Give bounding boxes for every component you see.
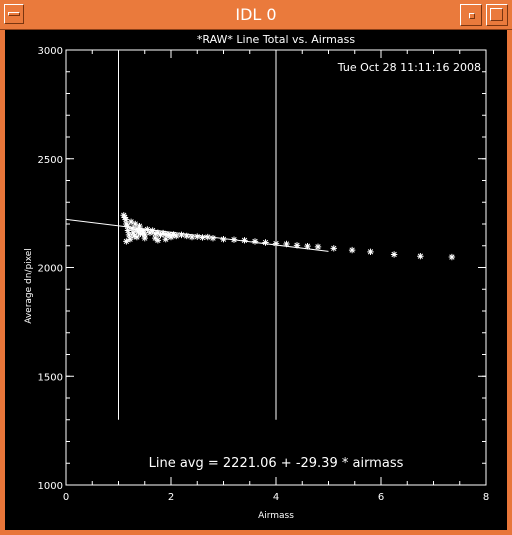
data-point bbox=[154, 229, 162, 236]
data-point bbox=[131, 232, 138, 240]
data-point bbox=[251, 238, 259, 245]
data-point bbox=[144, 226, 151, 233]
x-tick-label: 4 bbox=[273, 492, 279, 503]
data-point bbox=[367, 248, 374, 256]
y-tick-label: 1000 bbox=[38, 481, 63, 492]
data-point bbox=[120, 212, 127, 219]
data-point bbox=[130, 229, 137, 236]
data-point bbox=[149, 227, 156, 234]
y-tick-label: 1500 bbox=[38, 372, 63, 383]
data-point bbox=[178, 231, 185, 239]
data-point bbox=[123, 220, 130, 228]
y-axis-label: Average dn/pixel bbox=[24, 248, 34, 324]
data-point bbox=[188, 233, 196, 241]
data-point bbox=[126, 236, 134, 243]
airmass-chart: *RAW* Line Total vs. Airmass Tue Oct 28 … bbox=[24, 33, 489, 521]
data-point bbox=[262, 239, 269, 246]
data-point bbox=[122, 216, 130, 223]
data-point bbox=[159, 229, 167, 237]
data-point bbox=[162, 236, 169, 243]
data-point bbox=[209, 234, 217, 242]
data-point bbox=[127, 218, 135, 226]
data-point bbox=[137, 230, 144, 237]
data-point bbox=[157, 231, 164, 239]
window-title: IDL 0 bbox=[235, 5, 277, 24]
data-point bbox=[154, 237, 162, 244]
data-point bbox=[121, 214, 128, 221]
data-point bbox=[448, 253, 456, 261]
window-menu-icon[interactable] bbox=[4, 4, 24, 24]
data-point bbox=[194, 233, 201, 240]
data-point bbox=[183, 232, 190, 240]
data-point bbox=[204, 233, 211, 241]
x-tick-label: 0 bbox=[63, 492, 69, 503]
data-point bbox=[170, 231, 177, 238]
x-tick-label: 6 bbox=[378, 492, 384, 503]
data-point bbox=[199, 234, 206, 241]
title-bar[interactable]: IDL 0 bbox=[0, 0, 512, 30]
data-point bbox=[314, 243, 322, 251]
data-point bbox=[132, 220, 139, 228]
data-point bbox=[146, 229, 154, 236]
data-point bbox=[293, 242, 301, 249]
data-point bbox=[390, 251, 398, 258]
data-point bbox=[140, 229, 147, 236]
data-point bbox=[136, 222, 143, 230]
data-point bbox=[330, 245, 337, 252]
data-point bbox=[348, 246, 356, 254]
maximize-icon[interactable] bbox=[486, 4, 508, 26]
y-tick-label: 2000 bbox=[38, 264, 63, 275]
chart-timestamp: Tue Oct 28 11:11:16 2008 bbox=[337, 61, 481, 74]
data-point bbox=[124, 227, 132, 234]
data-point bbox=[152, 234, 159, 242]
data-point bbox=[141, 234, 148, 242]
fit-annotation: Line avg = 2221.06 + -29.39 * airmass bbox=[149, 456, 404, 471]
data-point bbox=[417, 252, 424, 260]
data-point bbox=[272, 240, 280, 247]
data-point bbox=[123, 238, 130, 245]
data-point bbox=[152, 230, 159, 237]
plot-canvas: *RAW* Line Total vs. Airmass Tue Oct 28 … bbox=[5, 30, 507, 530]
data-point bbox=[124, 222, 131, 230]
data-point bbox=[173, 232, 180, 240]
data-point bbox=[241, 237, 248, 244]
y-tick-label: 2500 bbox=[38, 155, 63, 166]
minimize-icon[interactable] bbox=[460, 4, 482, 26]
x-axis-label: Airmass bbox=[258, 511, 294, 521]
x-tick-label: 2 bbox=[168, 492, 174, 503]
data-point bbox=[283, 240, 290, 248]
data-point bbox=[220, 236, 227, 243]
x-tick-label: 8 bbox=[483, 492, 489, 503]
y-tick-label: 3000 bbox=[38, 46, 63, 57]
data-point bbox=[128, 225, 136, 232]
chart-title: *RAW* Line Total vs. Airmass bbox=[197, 33, 355, 46]
data-point bbox=[141, 231, 148, 239]
data-point bbox=[304, 242, 311, 250]
data-point bbox=[230, 236, 238, 243]
data-point bbox=[167, 233, 175, 241]
data-point bbox=[133, 233, 141, 241]
data-point bbox=[125, 231, 133, 239]
